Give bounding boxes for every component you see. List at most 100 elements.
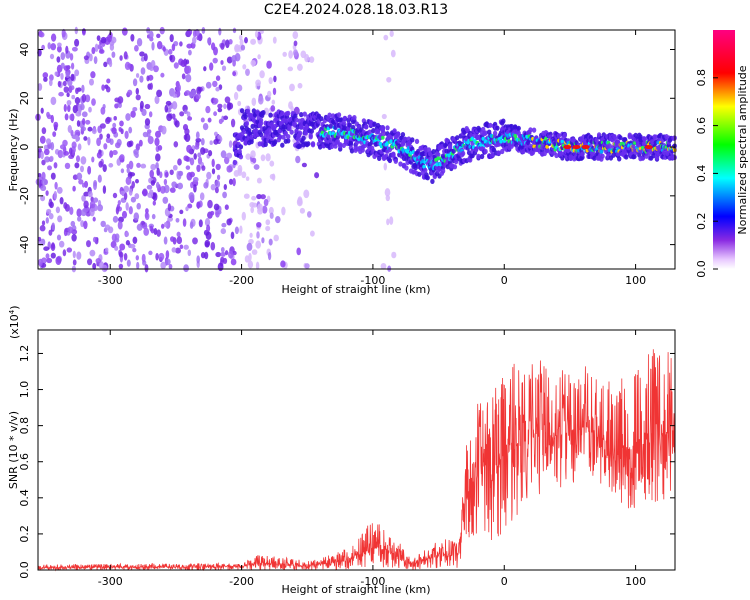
spectrogram-band-cell — [562, 132, 567, 138]
spectrogram-noise-dot — [38, 258, 43, 267]
spectrogram-noise-dot — [75, 111, 82, 117]
spectrogram-noise-dot — [135, 87, 140, 95]
spectrogram-noise-dot — [217, 103, 223, 109]
svg-text:(x104): (x104) — [8, 305, 21, 339]
spectrogram-noise-dot — [269, 160, 275, 167]
spectrogram-noise-dot — [131, 180, 135, 189]
spectrogram-noise-dot — [167, 216, 173, 222]
spectrogram-noise-dot — [175, 247, 181, 254]
spectrogram-noise-dot — [391, 251, 397, 259]
spectrogram-noise-dot — [155, 130, 161, 138]
spectrogram-noise-dot — [265, 225, 271, 232]
spectrogram-noise-dot — [135, 94, 141, 101]
spectrogram-y-axis: -40 -20 0 20 40 — [18, 43, 675, 254]
spectrogram-band-cell — [341, 120, 346, 126]
spectrogram-band-cell — [600, 153, 605, 159]
spectrogram-noise-dot — [146, 184, 153, 190]
spectrogram-noise-dot — [255, 261, 260, 270]
spectrogram-noise-dot — [186, 43, 193, 49]
spectrogram-band-cell — [277, 128, 283, 134]
spectrogram-noise-dot — [220, 60, 224, 65]
spectrogram-noise-dot — [309, 56, 315, 63]
spectrogram-noise-dot — [215, 86, 220, 92]
spectrogram-noise-dot — [101, 264, 108, 273]
spectrogram-band-cell — [351, 124, 356, 131]
spectrogram-band-cell — [414, 138, 420, 144]
spectrogram-noise-dot — [60, 52, 66, 61]
spectrogram-noise-dot — [50, 252, 56, 259]
spectrogram-noise-dot — [303, 189, 310, 199]
spectrogram-noise-dot — [68, 147, 73, 155]
spectrogram-noise-dot — [220, 247, 225, 253]
spectrogram-noise-dot — [237, 100, 242, 107]
spectrogram-band-cell — [425, 175, 430, 181]
spectrogram-noise-dot — [144, 103, 151, 110]
snr-x-axis: -300 -200 -100 0 100 — [98, 330, 646, 588]
spectrogram-noise-dot — [383, 162, 388, 171]
spectrogram-noise-dot — [230, 118, 236, 128]
spectrogram-band-peak — [436, 156, 441, 161]
spectrogram-noise-dot — [216, 174, 221, 181]
spectrogram-noise-dot — [179, 111, 185, 117]
spectrogram-noise-dot — [126, 259, 131, 267]
spectrogram-noise-dot — [111, 51, 116, 58]
spectrogram-noise-dot — [63, 151, 70, 156]
spectrogram-noise-dot — [222, 191, 228, 199]
spectrogram-noise-dot — [74, 38, 80, 47]
spectrogram-band-cell — [632, 153, 637, 160]
spectrogram-noise-dot — [223, 184, 228, 190]
spectrogram-noise-dot — [265, 219, 271, 226]
spectrogram-noise-dot — [66, 247, 73, 253]
snr-ylabel: SNR (10 * v/v) — [7, 411, 20, 489]
spectrogram-noise-dot — [250, 38, 257, 45]
spectrogram-noise-dot — [185, 74, 192, 83]
spectrogram-noise-dot — [220, 251, 226, 257]
spectrogram-noise-dot — [255, 240, 262, 249]
spectrogram-noise-dot — [251, 195, 257, 201]
spectrogram-noise-dot — [46, 111, 50, 118]
spectrogram-noise-dot — [147, 135, 154, 145]
spectrogram-noise-dot — [142, 131, 149, 138]
spectrogram-noise-dot — [386, 218, 390, 226]
spectrogram-band-cell — [596, 132, 602, 138]
spectrogram-noise-dot — [53, 121, 59, 129]
spectrogram-noise-dot — [228, 140, 233, 148]
spectrogram-noise-dot — [151, 41, 155, 51]
spectrogram-noise-dot — [44, 156, 51, 163]
spectrogram-noise-dot — [97, 174, 102, 183]
spectrogram-noise-dot — [202, 122, 209, 131]
spectrogram-noise-dot — [212, 80, 218, 88]
spectrogram-noise-dot — [185, 206, 189, 212]
spectrogram-noise-dot — [261, 237, 265, 244]
spectrogram-noise-dot — [185, 156, 190, 162]
snr-frame — [37, 329, 676, 571]
spectrogram-noise-dot — [48, 229, 53, 236]
spectrogram-band-cell — [238, 154, 244, 160]
spectrogram-noise-dot — [48, 79, 53, 87]
spectrogram-noise-dot — [135, 73, 140, 78]
spectrogram-noise-dot — [203, 181, 209, 189]
spectrogram-band-cell — [451, 148, 456, 154]
spectrogram-band-cell — [440, 168, 446, 174]
spectrogram-noise-dot — [177, 170, 183, 177]
spectrogram-noise-dot — [108, 60, 113, 68]
spectrogram-noise-dot — [45, 138, 52, 145]
spectrogram-noise-dot — [192, 237, 198, 245]
spectrogram-band-cell — [509, 123, 514, 130]
spectrogram-band-cell — [496, 150, 501, 156]
spectrogram-noise-dot — [130, 196, 137, 203]
spectrogram-noise-dot — [314, 172, 320, 179]
spectrogram-band-cell — [453, 159, 459, 165]
spectrogram-noise-dot — [81, 194, 86, 202]
spectrogram-band-cell — [237, 148, 242, 155]
spectrogram-noise-dot — [267, 251, 272, 261]
spectrogram-noise-dot — [170, 236, 175, 242]
spectrogram-band-cell — [364, 124, 369, 130]
spectrogram-noise-dot — [248, 252, 252, 262]
snr-x-tick-label: 100 — [625, 575, 646, 588]
spectrogram-noise-dot — [37, 172, 42, 178]
spectrogram-noise-dot — [157, 145, 163, 151]
spectrogram-band-cell — [483, 130, 488, 136]
spectrogram-x-tick-label: -100 — [360, 274, 385, 287]
